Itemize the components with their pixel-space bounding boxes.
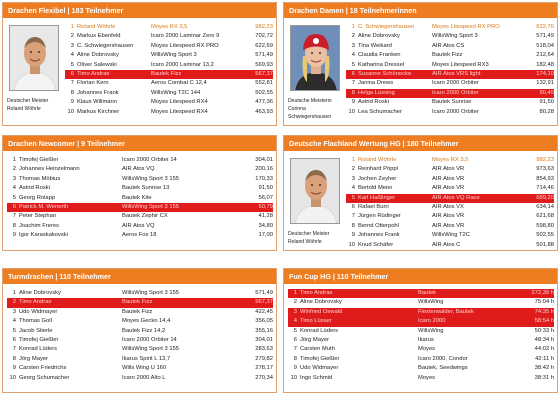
table-row: 6 Rafael Burri AIR Atos VX 634,14 xyxy=(351,203,554,210)
photo-caption: Deutscher Meister Roland Wöhrle xyxy=(288,231,330,245)
results-table: 1 Roland Wöhrle Moyes RX 3,5 982,23 2 Markus… xyxy=(65,23,273,117)
table-row: 5 Georg Rolapp Bautek Kite 56,07 xyxy=(12,194,273,201)
results-table: 1 Roland Wöhrle Moyes RX 3,5 982,23 2 Reinha… xyxy=(346,156,554,250)
table-row: 8 Timofej Gießler Icaro 2000, Condor 42:11 … xyxy=(293,355,554,362)
table-row: 9 Igor Karaskakovski Aeros Fox 18 17,00 xyxy=(12,232,273,239)
table-row: 3 C. Schwiegershausen Moyes Litespeed RX P… xyxy=(70,42,273,49)
table-row: 3 Winfried Oswald Flexterwalder, Bautek 74:… xyxy=(288,307,554,318)
table-row: 10 Ingo Schmid Moyes 38:31 h xyxy=(290,374,554,381)
table-row: 7 Peter Stephan Bautek Zephir CX 41,28 xyxy=(12,213,273,220)
table-row: 8 Bernd Otterpohl AIR Atos VR 598,80 xyxy=(351,222,554,229)
results-table: 1 Timo Andrae Bautek 272,39 h 2 Aline Dobrov… xyxy=(288,289,554,383)
panel-title: Drachen Damen | 18 Teilnehmerinnen xyxy=(284,3,557,18)
table-row: 9 Udo Widmayer Bautek, Seedwings 38:42 h xyxy=(293,365,554,372)
table-row: 10 Markus Kirchner Moyes Litespeed RX4 463,… xyxy=(67,108,273,115)
table-row: 3 Jochen Zeyher AIR Atos VR 854,93 xyxy=(351,175,554,182)
table-row: 5 Jacob Stierle Bautek Fizz 14,2 355,16 xyxy=(12,327,273,334)
table-row: 10 Knud Schäfer AIR Atos C 501,88 xyxy=(348,241,554,248)
portrait-photo xyxy=(290,158,340,224)
table-row: 4 Timo Lüsser Icaro 2000 58:54 h xyxy=(288,317,554,327)
table-row: 6 Patrick M. Wenerth WillsWing Sport 3 155… xyxy=(7,202,273,213)
table-row: 1 Roland Wöhrle Moyes RX 3,5 982,23 xyxy=(70,24,273,30)
table-row: 4 Astrid Roski Bautek Sunrise 13 91,50 xyxy=(12,185,273,192)
table-row: 9 Johannes Frank WillsWing T2C 502,55 xyxy=(351,232,554,239)
panel-title: Turmdrachen | 110 Teilnehmer xyxy=(3,269,276,284)
panel-drachen-flexibel: Drachen Flexibel | 183 Teilnehmer Deutsc… xyxy=(2,2,277,126)
table-row: 3 Thomas Möbius WillsWing Sport 3 155 170,3… xyxy=(12,175,273,182)
table-row: 2 Markus Ebenfeld Icaro 2000 Laminar Zero … xyxy=(70,33,273,40)
table-row: 7 Jürgen Rüdinger AIR Atos VR 621,68 xyxy=(351,213,554,220)
table-row: 9 Carsten Friedrichs Wills Wing U 160 278,1… xyxy=(12,365,273,372)
table-row: 8 Jörg Mayer Ikarus Spirit L 13,7 279,82 xyxy=(12,355,273,362)
table-row: 7 Janina Drews Icaro 2000 Orbiter 132,91 xyxy=(351,80,554,87)
table-row: 3 Tina Weikard AIR Atos CS 518,04 xyxy=(351,42,554,49)
panel-flachland-wertung: Deutsche Flachland Wertung HG | 180 Teil… xyxy=(283,135,558,251)
table-row: 8 Helga Lüssing Icaro 2000 Orbiter 90,45 xyxy=(346,88,554,99)
table-row: 6 Timo Andrae Bautek Fizz 567,37 xyxy=(65,69,273,80)
panel-title: Deutsche Flachland Wertung HG | 180 Teil… xyxy=(284,136,557,151)
table-row: 6 Susanne Schönecke AIR Atos VRS light 174,… xyxy=(346,69,554,80)
table-row: 8 Johannes Frank WillsWing T2C 144 502,55 xyxy=(70,89,273,96)
panel-title: Drachen Newcomer | 9 Teilnehmer xyxy=(3,136,276,151)
table-row: 10 Lea Schumacher Icaro 2000 Orbiter 80,28 xyxy=(348,108,554,115)
table-row: 4 Bertold Meier AIR Atos VR 714,46 xyxy=(351,185,554,192)
table-row: 7 Florian Kern Aeros Combat C 12,4 552,81 xyxy=(70,80,273,87)
table-row: 1 Roland Wöhrle Moyes RX 3,5 982,23 xyxy=(351,157,554,163)
portrait-photo xyxy=(290,25,340,91)
table-row: 4 Thomas Goll Moyes Gecko 14,4 356,05 xyxy=(12,318,273,325)
table-row: 6 Jörg Mayer Ikarus 48:34 h xyxy=(293,336,554,343)
panel-title: Fun Cup HG | 110 Teilnehmer xyxy=(284,269,557,284)
panel-fun-cup: Fun Cup HG | 110 Teilnehmer 1 Timo Andrae… xyxy=(283,268,558,393)
portrait-photo xyxy=(9,25,59,91)
table-row: 5 Karl Haßlinger AIR Atos VQ Race 689,20 xyxy=(346,193,554,203)
table-row: 1 C. Schwiegershausen Moyes Litespeed RX P… xyxy=(351,24,554,30)
results-table: 1 Timofej Gießler Icaro 2000 Orbiter 14 304… xyxy=(7,156,273,241)
results-table: 1 Aline Dobrovsky WillsWing Sport 3 155 571… xyxy=(7,289,273,383)
table-row: 3 Udo Widmayer Bautek Fizz 422,45 xyxy=(12,308,273,315)
table-row: 1 Timo Andrae Bautek 272,39 h xyxy=(288,289,554,299)
table-row: 2 Aline Dobrovsky WillsWing 75:04 h xyxy=(293,299,554,306)
table-row: 4 Aline Dobrovsky WillsWing Sport 3 571,49 xyxy=(70,52,273,59)
panel-title: Drachen Flexibel | 183 Teilnehmer xyxy=(3,3,276,18)
results-table: 1 C. Schwiegershausen Moyes Litespeed RX P… xyxy=(346,23,554,117)
panel-turmdrachen: Turmdrachen | 110 Teilnehmer 1 Aline Dobr… xyxy=(2,268,277,393)
table-row: 5 Katharina Dressel Moyes Litespeed RX3 182… xyxy=(351,61,554,68)
photo-caption: Deutsche Meisterin Corinna Schwiegershau… xyxy=(288,98,332,120)
table-row: 5 Oliver Salewski Icaro 2000 Laminar 13,2 5… xyxy=(70,61,273,68)
table-row: 6 Timofej Gießler Icaro 2000 Orbiter 14 304… xyxy=(12,336,273,343)
table-row: 1 Timofej Gießler Icaro 2000 Orbiter 14 304… xyxy=(12,157,273,163)
table-row: 7 Konrad Lüders WillsWing Sport 3 155 283,6… xyxy=(12,346,273,353)
panel-drachen-newcomer: Drachen Newcomer | 9 Teilnehmer 1 Timofej… xyxy=(2,135,277,251)
table-row: 2 Aline Dobrovsky WillsWing Sport 3 571,49 xyxy=(351,33,554,40)
photo-caption: Deutscher Meister Roland Wöhrle xyxy=(7,98,49,112)
table-row: 2 Timo Andrae Bautek Fizz 567,37 xyxy=(7,298,273,308)
table-row: 9 Astrid Roski Bautek Sunrise 91,50 xyxy=(351,99,554,106)
table-row: 5 Konrad Lüders WillsWing 50:33 h xyxy=(293,327,554,334)
panel-drachen-damen: Drachen Damen | 18 Teilnehmerinnen Deuts… xyxy=(283,2,558,126)
table-row: 2 Reinhard Pöppl AIR Atos VR 973,63 xyxy=(351,166,554,173)
table-row: 10 Georg Schumacher Icaro 2000 Alto L 270,3… xyxy=(9,374,273,381)
table-row: 9 Klaus Willmann Moyes Litespeed RX4 477,36 xyxy=(70,99,273,106)
table-row: 8 Joachim Freres AIR Atos VQ 34,80 xyxy=(12,222,273,229)
table-row: 7 Carsten Muth Moyes 44:02 h xyxy=(293,346,554,353)
table-row: 1 Aline Dobrovsky WillsWing Sport 3 155 571… xyxy=(12,290,273,296)
table-row: 4 Claudia Franken Bautek Fizz 212,64 xyxy=(351,52,554,59)
table-row: 2 Johannes Heinzelmann AIR Atos VQ 200,16 xyxy=(12,166,273,173)
